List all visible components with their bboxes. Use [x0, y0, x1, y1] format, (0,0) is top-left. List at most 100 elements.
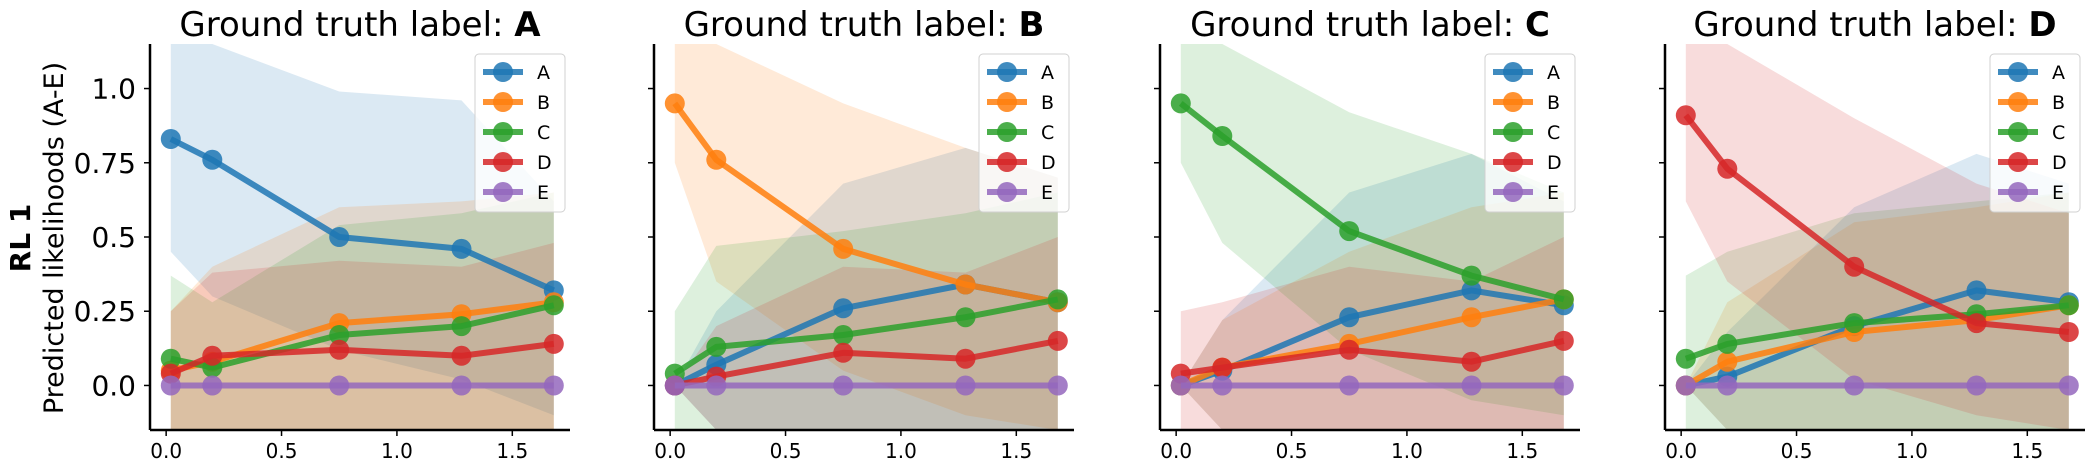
- x-tick-label: 0.0: [1665, 439, 1697, 463]
- legend-label-A: A: [537, 62, 550, 84]
- point-E-2: [329, 375, 350, 396]
- point-D-4: [1553, 330, 1574, 351]
- point-C-2: [833, 325, 854, 345]
- legend-marker-A: [997, 62, 1017, 82]
- band-C: [1685, 192, 2069, 430]
- panel-title: Ground truth label: D: [1693, 5, 2056, 45]
- point-E-1: [706, 375, 727, 396]
- point-E-3: [451, 375, 472, 396]
- x-tick-label: 1.0: [1391, 439, 1423, 463]
- point-C-3: [451, 316, 472, 337]
- x-tick-label: 0.0: [150, 439, 182, 463]
- band-A: [1685, 153, 2069, 430]
- point-B-1: [706, 149, 727, 170]
- point-C-4: [1553, 289, 1574, 310]
- panel-A: Ground truth label: A 0.0 0.5 1.0 1.5 0.0 0.25…: [74, 5, 570, 463]
- point-E-1: [1717, 375, 1738, 396]
- point-E-1: [1212, 375, 1233, 396]
- band-D: [1685, 44, 2069, 430]
- legend-label-A: A: [1547, 62, 1560, 84]
- y-tick-label: 0.0: [91, 369, 136, 402]
- panel-title-prefix: Ground truth label:: [684, 5, 1019, 45]
- legend-label-D: D: [2052, 152, 2067, 174]
- legend-label-B: B: [537, 92, 550, 114]
- legend-label-E: E: [1041, 182, 1053, 204]
- band-C: [674, 192, 1058, 430]
- legend-marker-C: [1503, 122, 1523, 142]
- point-C-2: [1844, 313, 1865, 334]
- y-tick-label: 0.75: [74, 147, 136, 180]
- legend-marker-D: [1503, 152, 1523, 172]
- legend-label-B: B: [1547, 92, 1560, 114]
- point-D-1: [1717, 158, 1738, 179]
- point-E-0: [1170, 375, 1191, 396]
- point-E-3: [1966, 375, 1987, 396]
- point-E-4: [1047, 375, 1068, 396]
- point-C-0: [1675, 348, 1696, 369]
- point-D-1: [202, 345, 223, 366]
- x-tick-label: 1.0: [885, 439, 917, 463]
- point-C-1: [706, 336, 727, 357]
- point-D-2: [1339, 339, 1360, 360]
- point-E-0: [1675, 375, 1696, 396]
- point-D-3: [451, 345, 472, 366]
- point-C-1: [1717, 333, 1738, 354]
- point-C-2: [329, 325, 350, 345]
- panel-title-prefix: Ground truth label:: [1693, 5, 2028, 45]
- legend-marker-A: [2008, 62, 2028, 82]
- legend-marker-C: [493, 122, 513, 142]
- legend-label-D: D: [1041, 152, 1056, 174]
- point-D-0: [1675, 105, 1696, 126]
- legend-label-E: E: [537, 182, 549, 204]
- panel-title-label: C: [1525, 5, 1550, 45]
- x-tick-label: 1.5: [1000, 439, 1032, 463]
- point-E-2: [1844, 375, 1865, 396]
- point-D-3: [1966, 313, 1987, 334]
- y-axis-label: Predicted likelihoods (A-E): [39, 62, 70, 414]
- point-E-0: [160, 375, 181, 396]
- point-C-2: [1339, 221, 1360, 242]
- point-E-4: [1553, 375, 1574, 396]
- x-tick-label: 1.5: [2011, 439, 2043, 463]
- point-A-0: [160, 129, 181, 149]
- x-tick-label: 1.5: [1506, 439, 1538, 463]
- point-D-3: [1461, 351, 1482, 372]
- panel-title: Ground truth label: B: [684, 5, 1045, 45]
- legend-label-E: E: [2052, 182, 2064, 204]
- panel-title-prefix: Ground truth label:: [179, 5, 514, 45]
- panel-title-prefix: Ground truth label:: [1190, 5, 1525, 45]
- legend-label-C: C: [1041, 122, 1054, 144]
- panel-title: Ground truth label: C: [1190, 5, 1550, 45]
- point-D-1: [1212, 357, 1233, 378]
- band-B: [1685, 192, 2069, 430]
- point-A-3: [451, 238, 472, 259]
- legend-marker-A: [493, 62, 513, 82]
- panel-title-label: A: [514, 5, 541, 45]
- point-D-4: [543, 333, 564, 354]
- legend-marker-E: [1503, 182, 1523, 202]
- legend-marker-B: [997, 92, 1017, 112]
- point-C-1: [1212, 126, 1233, 146]
- legend-label-D: D: [1547, 152, 1562, 174]
- point-A-3: [1461, 280, 1482, 301]
- point-C-4: [543, 295, 564, 316]
- legend-marker-D: [2008, 152, 2028, 172]
- point-C-3: [955, 307, 976, 328]
- point-B-0: [664, 93, 685, 114]
- legend-label-D: D: [537, 152, 552, 174]
- point-E-1: [202, 375, 223, 396]
- point-D-4: [2058, 322, 2079, 342]
- point-E-3: [955, 375, 976, 396]
- x-tick-label: 0.5: [266, 439, 298, 463]
- point-D-2: [833, 342, 854, 363]
- legend-marker-E: [2008, 182, 2028, 202]
- panel-title: Ground truth label: A: [179, 5, 541, 45]
- legend-marker-E: [997, 182, 1017, 202]
- legend-marker-D: [493, 152, 513, 172]
